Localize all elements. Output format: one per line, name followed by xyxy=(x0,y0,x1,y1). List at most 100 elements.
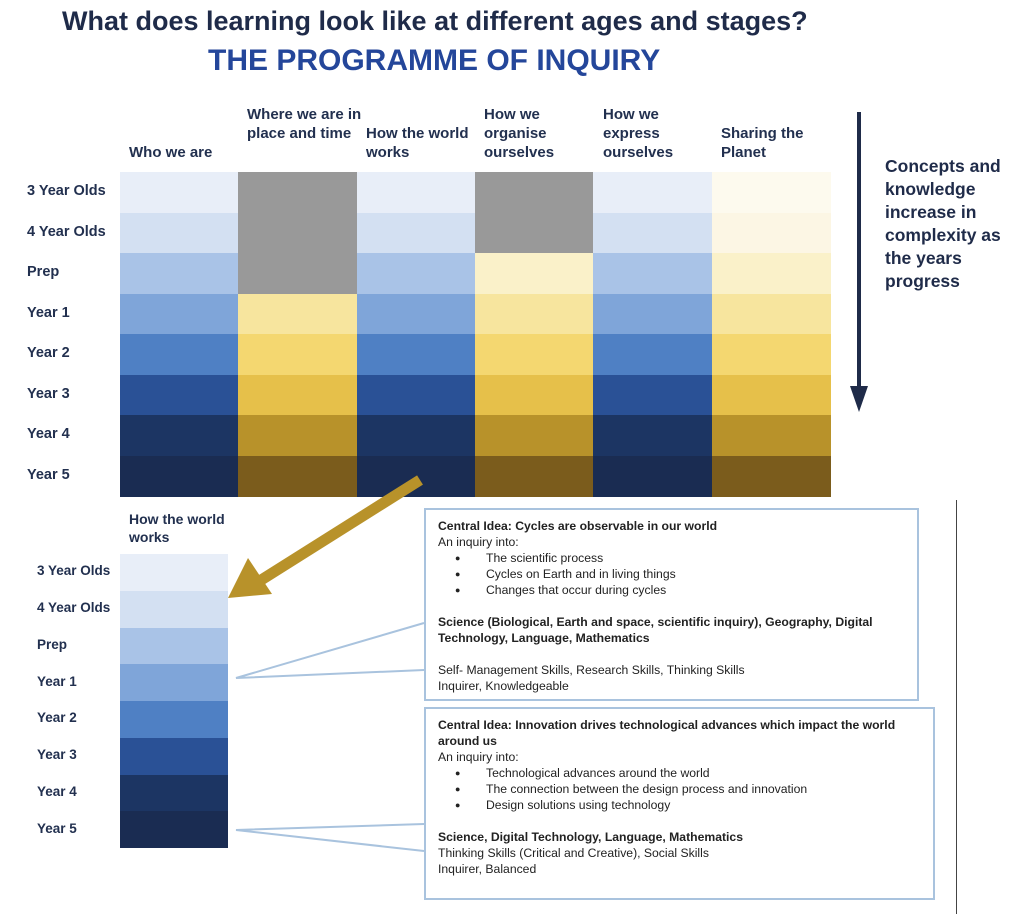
detail-cell xyxy=(120,774,228,812)
grid-cell xyxy=(238,415,358,456)
detail-row-label: 4 Year Olds xyxy=(37,600,111,616)
detail-cell xyxy=(120,590,228,628)
grid-cell xyxy=(238,374,358,416)
detail-row-label: Year 3 xyxy=(37,747,77,763)
detail-row-label: Year 4 xyxy=(37,783,77,799)
grid-cell xyxy=(593,455,713,497)
grid-cell xyxy=(711,334,831,375)
callout-lines xyxy=(235,622,425,852)
grid-cell xyxy=(475,415,594,456)
row-label: Year 4 xyxy=(27,426,70,443)
column-header-how-we-express: How we express ourselves xyxy=(603,106,674,161)
grid-cell xyxy=(238,293,358,335)
inquiry-intro: An inquiry into: xyxy=(438,750,519,764)
detail-row-label: Year 2 xyxy=(37,710,77,726)
callout-box-year-5: Central Idea: Innovation drives technolo… xyxy=(424,707,935,900)
column-header-how-we-organise: How we organise ourselves xyxy=(484,106,555,161)
grid-cell xyxy=(593,374,713,416)
grid-cell xyxy=(238,455,358,497)
detail-column xyxy=(120,554,228,849)
callout-box-year-1: Central Idea: Cycles are observable in o… xyxy=(424,508,919,701)
grid-cell xyxy=(475,455,594,497)
row-label: Year 3 xyxy=(27,385,70,402)
row-label: 3 Year Olds xyxy=(27,183,106,200)
detail-row-label: Year 1 xyxy=(37,673,77,689)
inquiry-list: The scientific process Cycles on Earth a… xyxy=(438,550,907,598)
grid-cell xyxy=(593,172,713,213)
attributes-text: Inquirer, Balanced xyxy=(438,862,537,876)
column-header-where-we-are: Where we are in place and time xyxy=(247,106,362,142)
column-header-how-the-world-works: How the world works xyxy=(366,125,469,161)
grid-cell xyxy=(711,374,831,416)
row-label: 4 Year Olds xyxy=(27,223,106,240)
grid-cell xyxy=(120,415,239,456)
grid-cell xyxy=(711,212,831,254)
central-idea: Central Idea: Innovation drives technolo… xyxy=(438,718,896,748)
detail-row-label: Year 5 xyxy=(37,820,77,836)
list-item: Cycles on Earth and in living things xyxy=(455,566,907,582)
zoom-arrow-icon xyxy=(228,475,423,598)
grid-cell xyxy=(711,293,831,335)
detail-cell xyxy=(120,737,228,775)
subjects-text: Science, Digital Technology, Language, M… xyxy=(438,830,743,844)
inquiry-grid xyxy=(120,172,831,497)
list-item: Technological advances around the world xyxy=(455,765,923,781)
grid-cell xyxy=(356,334,476,375)
grid-cell xyxy=(238,172,358,213)
skills-text: Self- Management Skills, Research Skills… xyxy=(438,663,745,677)
detail-cell xyxy=(120,627,228,665)
row-label: Year 1 xyxy=(27,304,70,321)
grid-cell xyxy=(475,172,594,213)
list-item: The connection between the design proces… xyxy=(455,781,923,797)
grid-cell xyxy=(475,293,594,335)
grid-cell xyxy=(238,334,358,375)
detail-row-label: 3 Year Olds xyxy=(37,563,111,579)
grid-cell xyxy=(120,334,239,375)
page-subtitle: THE PROGRAMME OF INQUIRY xyxy=(208,44,661,77)
grid-cell xyxy=(356,172,476,213)
grid-cell xyxy=(120,212,239,254)
grid-cell xyxy=(711,455,831,497)
column-header-who-we-are: Who we are xyxy=(129,144,213,161)
list-item: Changes that occur during cycles xyxy=(455,582,907,598)
row-label: Year 5 xyxy=(27,466,70,483)
grid-cell xyxy=(120,455,239,497)
grid-cell xyxy=(593,253,713,294)
subjects-text: Science (Biological, Earth and space, sc… xyxy=(438,615,873,645)
grid-cell xyxy=(475,212,594,254)
list-item: Design solutions using technology xyxy=(455,797,923,813)
grid-cell xyxy=(356,415,476,456)
grid-cell xyxy=(356,374,476,416)
grid-cell xyxy=(356,253,476,294)
attributes-text: Inquirer, Knowledgeable xyxy=(438,679,569,693)
inquiry-intro: An inquiry into: xyxy=(438,535,519,549)
skills-text: Thinking Skills (Critical and Creative),… xyxy=(438,846,709,860)
detail-column-header: How the world works xyxy=(129,511,225,545)
grid-cell xyxy=(120,374,239,416)
detail-cell xyxy=(120,554,228,591)
central-idea: Central Idea: Cycles are observable in o… xyxy=(438,519,718,533)
page-title: What does learning look like at differen… xyxy=(62,6,808,36)
grid-cell xyxy=(120,172,239,213)
grid-cell xyxy=(711,415,831,456)
grid-cell xyxy=(238,212,358,254)
grid-cell xyxy=(475,374,594,416)
grid-cell xyxy=(593,334,713,375)
grid-cell xyxy=(356,293,476,335)
detail-cell xyxy=(120,664,228,702)
list-item: The scientific process xyxy=(455,550,907,566)
inquiry-list: Technological advances around the world … xyxy=(438,765,923,813)
complexity-note: Concepts and knowledge increase in compl… xyxy=(885,156,1001,291)
grid-cell xyxy=(711,253,831,294)
grid-cell xyxy=(593,415,713,456)
grid-cell xyxy=(593,293,713,335)
grid-cell xyxy=(475,334,594,375)
grid-cell xyxy=(120,293,239,335)
grid-cell xyxy=(475,253,594,294)
grid-cell xyxy=(120,253,239,294)
detail-cell xyxy=(120,811,228,849)
column-header-sharing-the-planet: Sharing the Planet xyxy=(721,125,804,161)
row-label: Year 2 xyxy=(27,345,70,362)
grid-cell xyxy=(356,212,476,254)
complexity-arrow-icon xyxy=(850,112,868,412)
